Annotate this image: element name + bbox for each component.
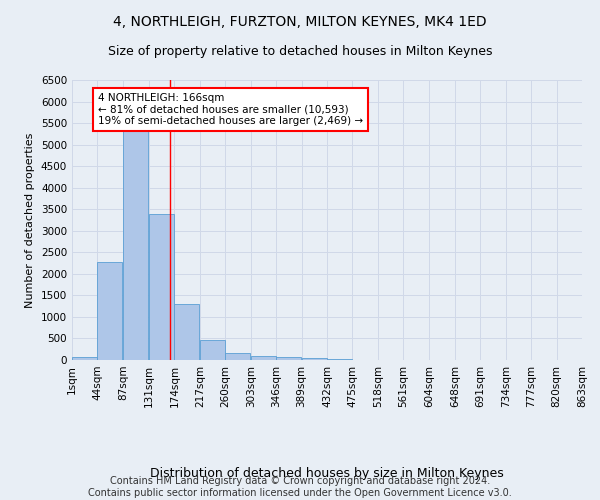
Bar — [200, 340, 225, 360]
Text: 4 NORTHLEIGH: 166sqm
← 81% of detached houses are smaller (10,593)
19% of semi-d: 4 NORTHLEIGH: 166sqm ← 81% of detached h… — [98, 93, 363, 126]
Text: Distribution of detached houses by size in Milton Keynes: Distribution of detached houses by size … — [150, 467, 504, 480]
Bar — [276, 357, 301, 360]
Bar — [123, 126, 148, 360]
Text: Contains HM Land Registry data © Crown copyright and database right 2024.
Contai: Contains HM Land Registry data © Crown c… — [88, 476, 512, 498]
Bar — [175, 304, 199, 360]
Bar — [149, 214, 174, 360]
Bar — [72, 358, 97, 360]
Bar — [225, 354, 250, 360]
Bar — [251, 356, 275, 360]
Text: 4, NORTHLEIGH, FURZTON, MILTON KEYNES, MK4 1ED: 4, NORTHLEIGH, FURZTON, MILTON KEYNES, M… — [113, 15, 487, 29]
Y-axis label: Number of detached properties: Number of detached properties — [25, 132, 35, 308]
Bar — [302, 358, 326, 360]
Text: Size of property relative to detached houses in Milton Keynes: Size of property relative to detached ho… — [108, 45, 492, 58]
Bar — [97, 262, 122, 360]
